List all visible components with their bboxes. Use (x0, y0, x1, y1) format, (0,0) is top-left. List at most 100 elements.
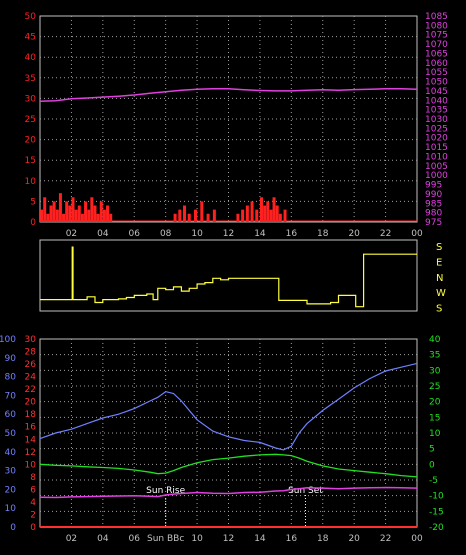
windspeed-bar (106, 205, 110, 222)
windspeed-bar (263, 205, 267, 222)
barometer-tick-label: 1005 (425, 162, 448, 172)
windspeed-bar (96, 213, 100, 222)
temperature-tick-label: 0 (429, 460, 435, 470)
windspeed-tick-label: 10 (25, 177, 37, 187)
windspeed-bar (55, 209, 59, 222)
temperature-tick-label: 5 (429, 445, 435, 455)
temperature-tick-label: 10 (429, 429, 441, 439)
direction-label: S (436, 304, 442, 315)
rainfall-tick-label: 26 (25, 360, 37, 370)
hour-tick-label: 08 (160, 229, 172, 239)
rainfall-tick-label: 12 (25, 448, 36, 458)
hour-tick-label: 16 (286, 534, 298, 544)
temperature-humidity-panel: -20-15-10-505101520253035400102030405060… (0, 335, 444, 544)
hour-tick-label: 02 (66, 534, 77, 544)
dewpoint-line (39, 486, 418, 499)
windspeed-bar (275, 205, 279, 222)
humidity-tick-label: 0 (10, 523, 16, 533)
hour-tick-label: 06 (129, 534, 141, 544)
rainfall-axis-label: Rainfall (mm) (2, 322, 70, 333)
hour-tick-label: 00 (411, 229, 423, 239)
barometer-axis-label: Barometer (hpa) (381, 3, 464, 14)
barometer-tick-label: 1080 (425, 21, 448, 31)
dewpoint-axis-label: Dew Point (°C) (391, 322, 464, 333)
hour-tick-label: 10 (191, 534, 203, 544)
windspeed-bar (68, 205, 72, 222)
hour-tick-label: 14 (254, 229, 266, 239)
barometer-tick-label: 1070 (425, 40, 448, 50)
wind-direction-line (40, 246, 417, 308)
windspeed-bar (278, 213, 282, 222)
barometer-tick-label: 1060 (425, 59, 448, 69)
rainfall-tick-label: 24 (25, 373, 37, 383)
windspeed-bar (283, 209, 287, 222)
windspeed-bar (259, 197, 263, 222)
barometer-tick-label: 1030 (425, 115, 448, 125)
rainfall-tick-label: 0 (30, 523, 36, 533)
windspeed-tick-label: 50 (25, 12, 37, 22)
windspeed-bar (206, 213, 210, 222)
windspeed-tick-label: 5 (30, 197, 36, 207)
temperature-tick-label: 35 (429, 351, 440, 361)
humidity-tick-label: 20 (5, 485, 17, 495)
barometer-tick-label: 1085 (425, 12, 448, 22)
rainfall-tick-label: 20 (25, 398, 37, 408)
hour-tick-label: 16 (286, 229, 298, 239)
windspeed-bar (49, 205, 53, 222)
humidity-tick-label: 60 (5, 410, 17, 420)
barometer-tick-label: 1040 (425, 96, 448, 106)
barometer-tick-label: 985 (425, 199, 442, 209)
windspeed-bar (241, 209, 245, 222)
rainfall-tick-label: 22 (25, 385, 36, 395)
barometer-tick-label: 1025 (425, 124, 448, 134)
windspeed-axis-label: Windspeed (kph) (2, 3, 87, 14)
windspeed-bar (87, 209, 91, 222)
windspeed-tick-label: 40 (25, 53, 37, 63)
windspeed-bar (173, 213, 177, 222)
rainfall-tick-label: 14 (25, 435, 37, 445)
windspeed-bar (65, 201, 69, 222)
rainfall-tick-label: 30 (25, 335, 37, 345)
windspeed-bar (52, 201, 56, 222)
windspeed-bar (46, 213, 50, 222)
humidity-tick-label: 50 (5, 429, 17, 439)
barometer-line (39, 87, 418, 102)
windspeed-tick-label: 45 (25, 33, 36, 43)
windspeed-bar (272, 197, 276, 222)
hour-tick-label: 22 (380, 229, 391, 239)
direction-frame (39, 239, 418, 312)
windspeed-bar (194, 209, 198, 222)
temperature-tick-label: -15 (429, 507, 444, 517)
direction-label: S (436, 242, 442, 253)
windspeed-bar (269, 209, 273, 222)
chart-title: 24 hour graph day: 01 January 2008 (149, 3, 330, 14)
rainfall-tick-label: 18 (25, 410, 37, 420)
humidity-tick-label: 100 (0, 335, 16, 345)
sun-event-label: Sun Rise (146, 486, 185, 496)
windspeed-bar (58, 193, 62, 222)
rainfall-tick-label: 16 (25, 423, 37, 433)
windspeed-bar (102, 209, 106, 222)
rainfall-tick-label: 4 (30, 498, 36, 508)
direction-label: W (436, 288, 446, 299)
barometer-tick-label: 1045 (425, 87, 448, 97)
barometer-tick-label: 1015 (425, 143, 448, 153)
windspeed-bar (74, 209, 78, 222)
windspeed-tick-label: 20 (25, 136, 37, 146)
temperature-line (39, 453, 418, 478)
barometer-tick-label: 980 (425, 209, 442, 219)
rainfall-tick-label: 6 (30, 485, 36, 495)
windspeed-bar (84, 201, 88, 222)
hour-tick-label: 00 (411, 534, 423, 544)
barometer-tick-label: 975 (425, 218, 442, 228)
windspeed-bar (212, 209, 216, 222)
barometer-tick-label: 1055 (425, 68, 448, 78)
barometer-tick-label: 1075 (425, 31, 448, 41)
humidity-tick-label: 40 (5, 448, 17, 458)
temperature-tick-label: 15 (429, 413, 440, 423)
wind-barometer-panel: 0510152025303540455097598098599099510001… (25, 12, 449, 239)
windspeed-tick-label: 0 (30, 218, 36, 228)
windspeed-bar (236, 213, 240, 222)
windspeed-bar (71, 197, 75, 222)
